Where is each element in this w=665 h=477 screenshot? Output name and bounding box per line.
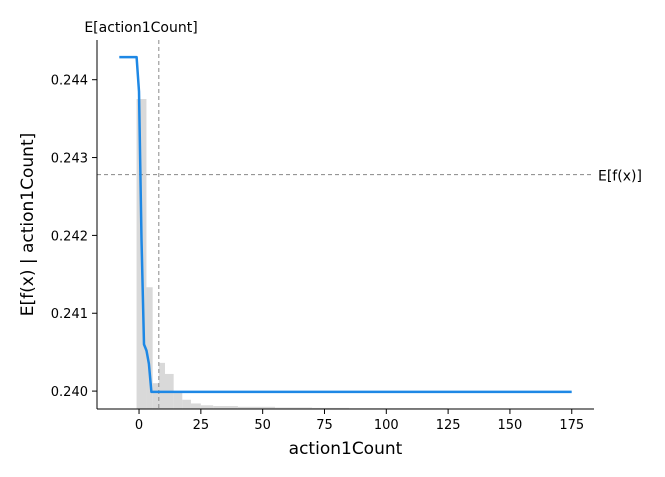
dependence-line	[119, 55, 572, 394]
x-axis-title: action1Count	[289, 439, 403, 459]
histogram-bar	[213, 406, 238, 409]
histogram-bar	[173, 392, 183, 409]
histogram-bar	[200, 405, 214, 409]
x-tick-label: 125	[436, 418, 461, 433]
x-tick-label: 150	[498, 418, 523, 433]
histogram-bar	[312, 407, 350, 409]
y-mean-label: E[f(x)]	[598, 169, 642, 185]
y-tick-label: 0.244	[51, 74, 88, 89]
x-tick-label: 25	[193, 418, 210, 433]
y-axis-title: E[f(x) | action1Count]	[18, 133, 38, 316]
histogram-bar	[237, 406, 276, 409]
histogram-bar	[275, 407, 313, 409]
histogram-bar	[182, 399, 191, 409]
series-line	[119, 55, 572, 394]
x-tick-label: 50	[254, 418, 271, 433]
y-tick-label: 0.241	[51, 307, 88, 322]
x-tick-label: 100	[374, 418, 399, 433]
histogram-bar	[152, 383, 159, 409]
x-tick-label: 75	[316, 418, 333, 433]
x-mean-label: E[action1Count]	[84, 20, 197, 36]
x-tick-label: 175	[559, 418, 584, 433]
histogram-bar	[146, 287, 153, 409]
histogram	[136, 99, 572, 409]
y-tick-label: 0.240	[51, 385, 88, 400]
histogram-bar	[190, 403, 201, 409]
histogram-bar	[158, 362, 165, 409]
y-tick-label: 0.243	[51, 152, 88, 167]
x-tick-label: 0	[135, 418, 143, 433]
axes: 0 25 50 75 100 125 150 175 0.240 0.241 0.242 0.243 0…	[51, 40, 594, 433]
reference-lines	[97, 40, 594, 409]
y-tick-label: 0.242	[51, 229, 88, 244]
